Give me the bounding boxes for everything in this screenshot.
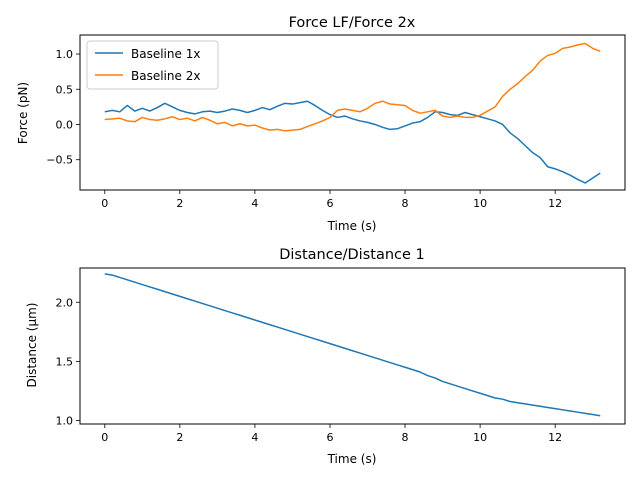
distance-xtick-label: 10 bbox=[473, 431, 487, 444]
legend-label-baseline-1x: Baseline 1x bbox=[131, 47, 200, 61]
force-xtick-label: 0 bbox=[101, 197, 108, 210]
force-ytick-label: 0.5 bbox=[56, 83, 74, 96]
distance-xtick-label: 8 bbox=[402, 431, 409, 444]
force-plot-marks: 0 2 4 6 8 10 12 −0.5 0.0 0.5 1.0 bbox=[46, 42, 601, 210]
force-title: Force LF/Force 2x bbox=[289, 15, 416, 31]
force-xtick-label: 10 bbox=[473, 197, 487, 210]
distance-ytick-label: 2.0 bbox=[56, 296, 74, 309]
distance-ytick-label: 1.0 bbox=[56, 414, 74, 427]
force-plot-frame bbox=[79, 34, 626, 191]
distance-xtick-label: 0 bbox=[101, 431, 108, 444]
force-ytick-label: −0.5 bbox=[46, 154, 73, 167]
distance-xtick-label: 12 bbox=[548, 431, 562, 444]
force-ytick-label: 0.0 bbox=[56, 118, 74, 131]
force-xtick-label: 4 bbox=[251, 197, 258, 210]
force-ylabel: Force (pN) bbox=[16, 82, 30, 144]
distance-plot-marks: 0 2 4 6 8 10 12 1.0 1.5 2.0 bbox=[56, 273, 601, 444]
force-xlabel: Time (s) bbox=[327, 219, 377, 233]
force-xtick-label: 12 bbox=[548, 197, 562, 210]
force-ytick-label: 1.0 bbox=[56, 48, 74, 61]
force-series-line-0 bbox=[104, 100, 601, 184]
distance-panel: Distance/Distance 1 Time (s) Distance (μ… bbox=[25, 247, 626, 466]
force-series-line-1 bbox=[104, 42, 601, 132]
force-legend: Baseline 1x Baseline 2x bbox=[86, 40, 219, 90]
distance-xlabel: Time (s) bbox=[327, 452, 377, 466]
distance-xtick-label: 4 bbox=[251, 431, 258, 444]
force-xtick-label: 2 bbox=[176, 197, 183, 210]
distance-xtick-label: 6 bbox=[326, 431, 333, 444]
force-xtick-label: 6 bbox=[326, 197, 333, 210]
distance-series-line-0 bbox=[104, 273, 601, 417]
distance-title: Distance/Distance 1 bbox=[279, 247, 425, 263]
force-panel: Force LF/Force 2x Time (s) Force (pN) 0 2… bbox=[16, 15, 626, 233]
distance-plot-frame bbox=[79, 267, 626, 425]
distance-xtick-label: 2 bbox=[176, 431, 183, 444]
distance-ylabel: Distance (μm) bbox=[25, 303, 39, 388]
force-xtick-label: 8 bbox=[402, 197, 409, 210]
legend-label-baseline-2x: Baseline 2x bbox=[131, 69, 200, 83]
distance-ytick-label: 1.5 bbox=[56, 355, 74, 368]
